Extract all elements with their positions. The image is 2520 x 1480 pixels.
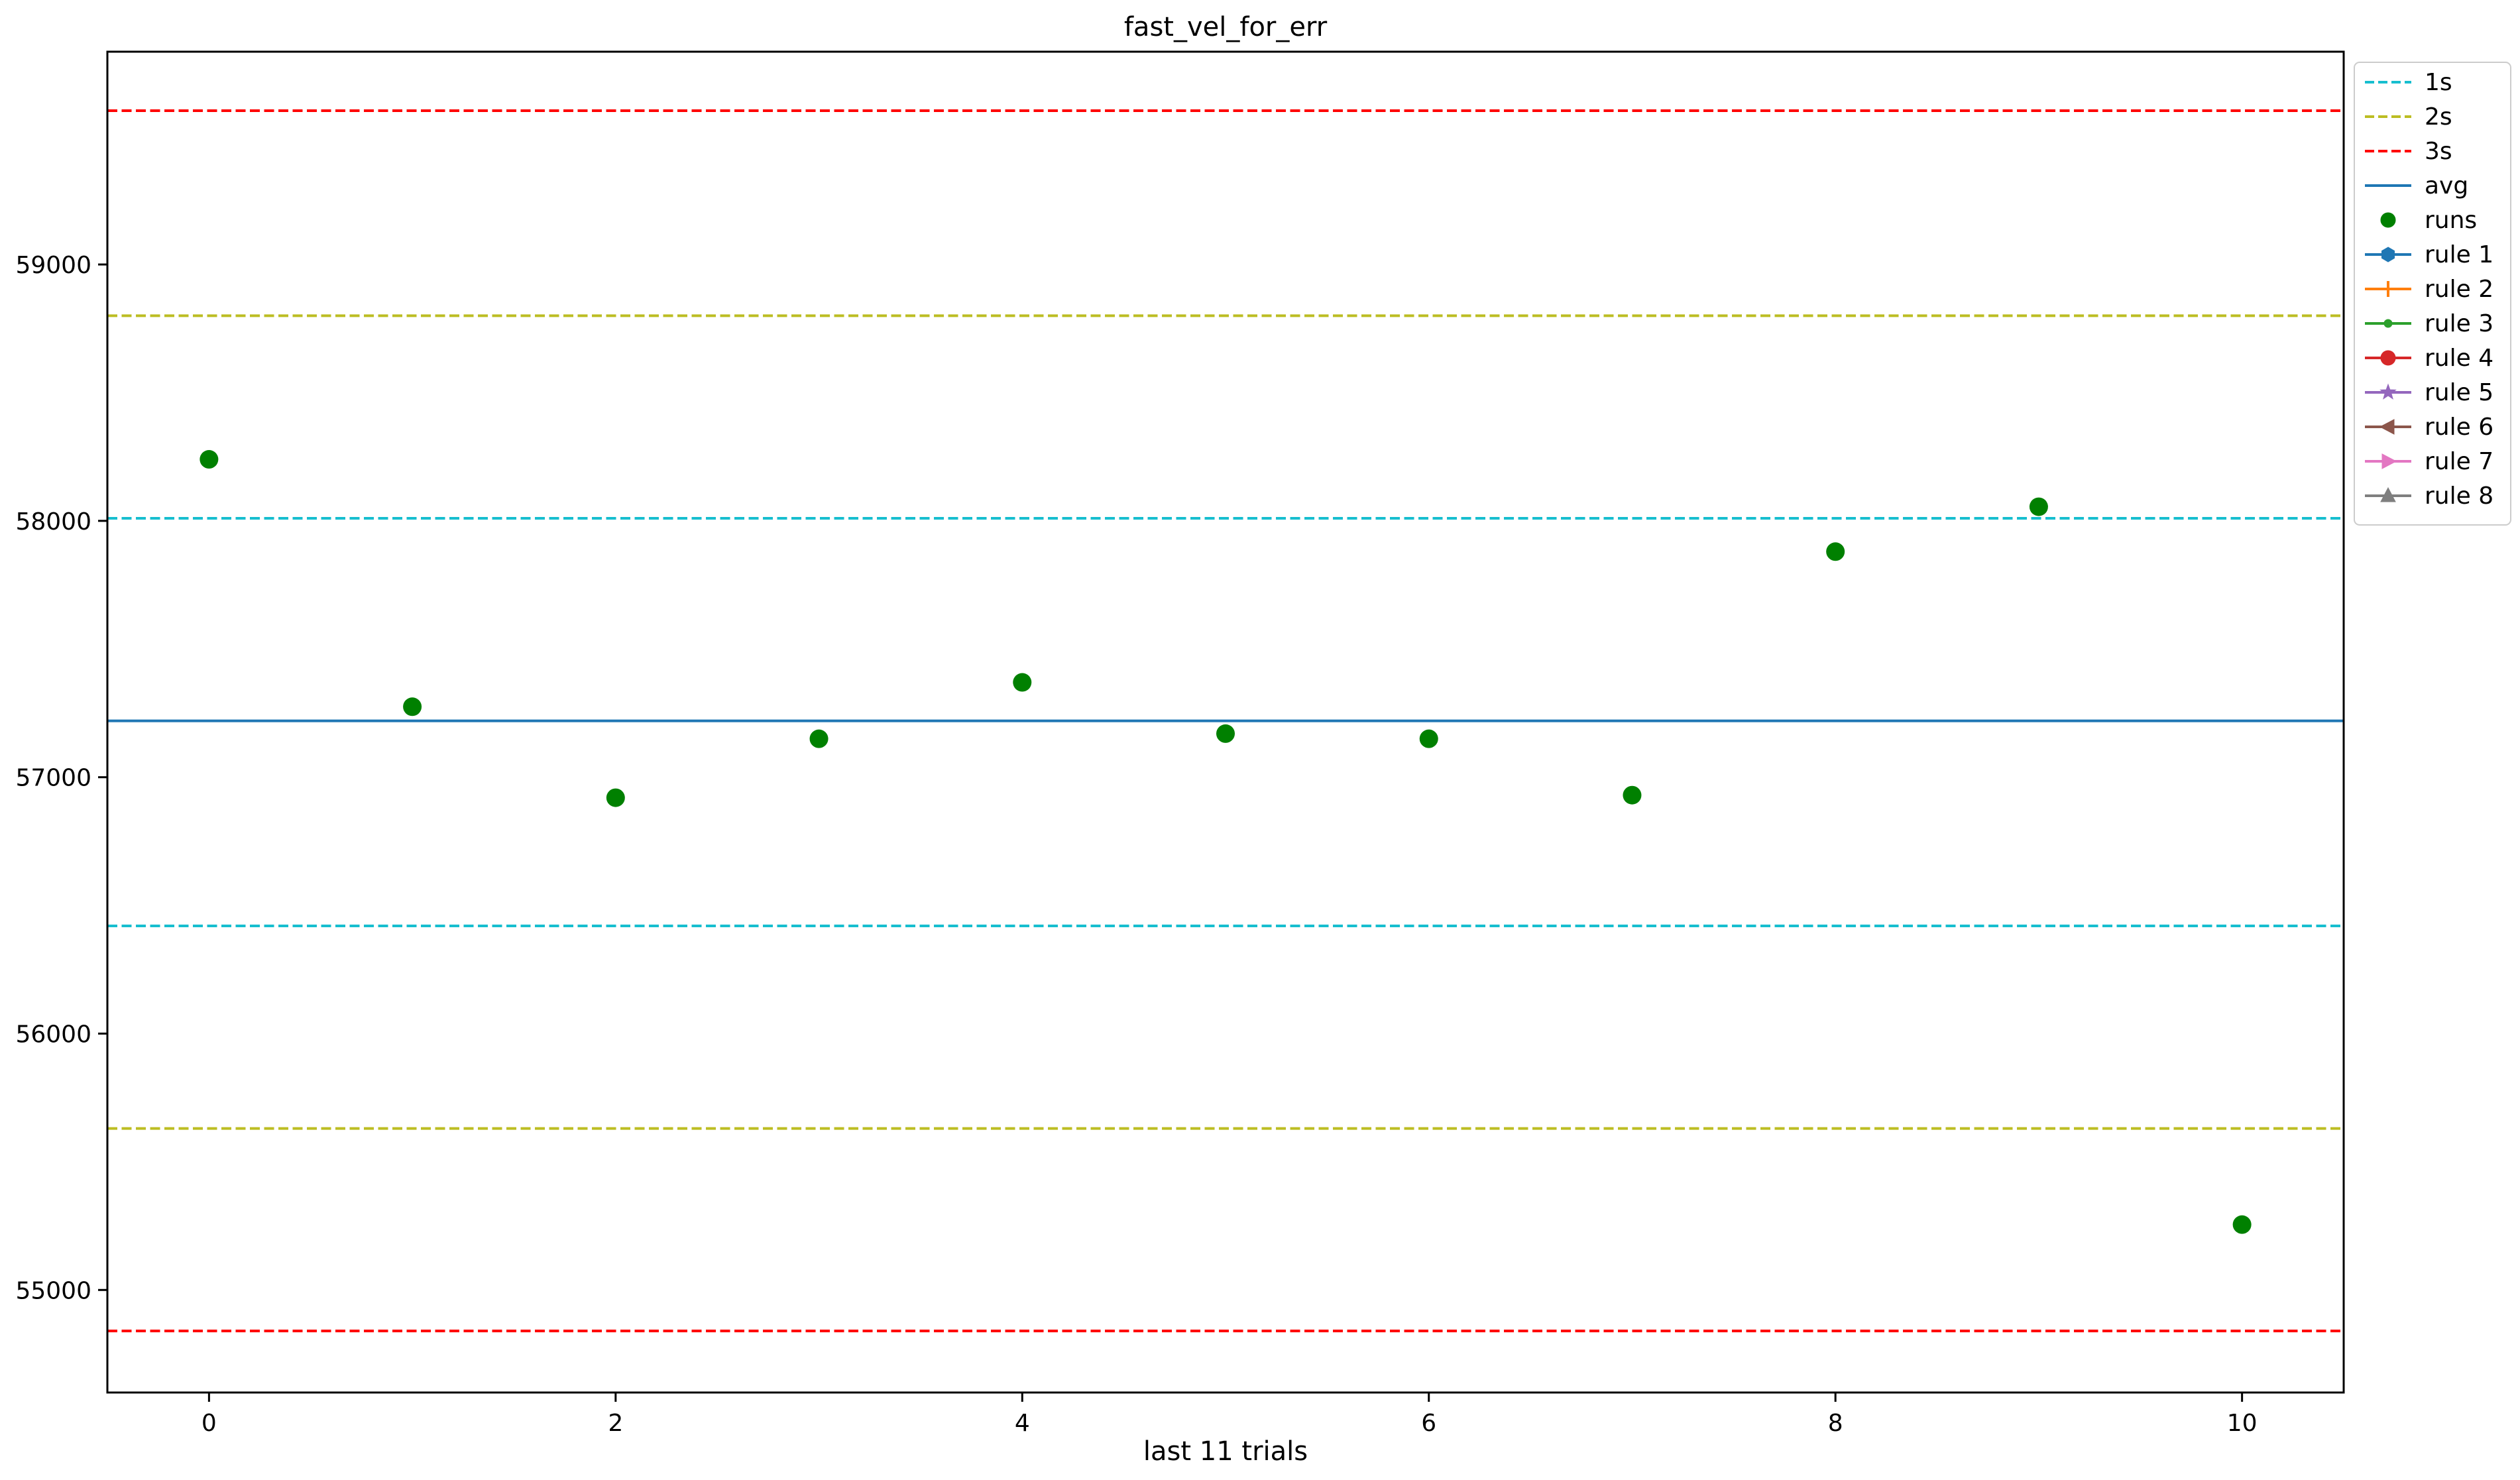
x-tick-label-6: 6 <box>1421 1410 1436 1437</box>
legend-marker-rule-2 <box>2380 281 2396 297</box>
legend-label-1s: 1s <box>2425 69 2452 96</box>
y-tick-label-58000: 58000 <box>15 508 91 536</box>
legend-label-rule-1: rule 1 <box>2425 241 2493 268</box>
legend-label-rule-6: rule 6 <box>2425 414 2493 441</box>
legend-marker-rule-5 <box>2379 383 2397 400</box>
legend-marker-rule-7 <box>2381 453 2397 469</box>
chart-title: fast_vel_for_err <box>1124 12 1328 42</box>
legend: 1s 2s 3s avg runs rule 1 rule 2 rule 3 rule 4 rul… <box>2354 62 2511 526</box>
data-point-runs-1 <box>403 697 422 716</box>
y-tick-label-59000: 59000 <box>15 252 91 279</box>
legend-label-avg: avg <box>2425 172 2468 199</box>
legend-label-rule-8: rule 8 <box>2425 483 2493 510</box>
y-tick-label-55000: 55000 <box>15 1277 91 1304</box>
legend-label-rule-3: rule 3 <box>2425 310 2493 337</box>
legend-marker-runs <box>2380 212 2396 228</box>
legend-label-rule-2: rule 2 <box>2425 276 2493 303</box>
data-point-runs-2 <box>606 788 625 807</box>
legend-marker-rule-4 <box>2380 350 2396 366</box>
legend-marker-rule-6 <box>2379 419 2395 435</box>
legend-marker-rule-1 <box>2381 247 2395 262</box>
x-tick-label-10: 10 <box>2227 1410 2258 1437</box>
legend-box <box>2354 62 2511 526</box>
y-tick-label-57000: 57000 <box>15 765 91 792</box>
plot-area: 0 2 4 6 8 10 55000 56000 57000 58000 59000 <box>15 50 2345 1437</box>
data-point-runs-0 <box>200 450 219 469</box>
data-point-runs-9 <box>2029 497 2048 516</box>
data-point-runs-4 <box>1013 673 1032 692</box>
x-tick-label-2: 2 <box>608 1410 623 1437</box>
x-tick-label-0: 0 <box>201 1410 217 1437</box>
legend-label-3s: 3s <box>2425 138 2452 165</box>
x-tick-label-8: 8 <box>1828 1410 1843 1437</box>
legend-label-runs: runs <box>2425 207 2477 234</box>
legend-marker-rule-3 <box>2383 319 2393 328</box>
data-point-runs-7 <box>1623 785 1642 805</box>
legend-label-rule-7: rule 7 <box>2425 448 2493 475</box>
legend-label-rule-5: rule 5 <box>2425 379 2493 406</box>
data-point-runs-8 <box>1826 542 1845 561</box>
data-point-runs-5 <box>1216 724 1235 743</box>
x-tick-label-4: 4 <box>1015 1410 1030 1437</box>
data-point-runs-6 <box>1419 729 1438 748</box>
data-point-runs-10 <box>2232 1215 2252 1234</box>
legend-label-rule-4: rule 4 <box>2425 345 2493 372</box>
legend-marker-rule-8 <box>2380 486 2396 502</box>
legend-label-2s: 2s <box>2425 103 2452 131</box>
y-tick-label-56000: 56000 <box>15 1021 91 1048</box>
data-point-runs-3 <box>809 729 829 748</box>
plot-frame <box>106 50 2345 1394</box>
x-axis-label: last 11 trials <box>1143 1436 1308 1467</box>
